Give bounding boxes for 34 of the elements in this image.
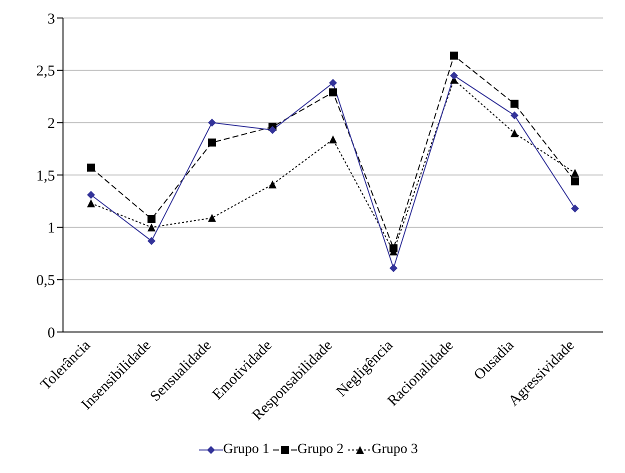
point bbox=[268, 180, 276, 188]
legend-label: Grupo 2 bbox=[296, 442, 344, 458]
point bbox=[571, 177, 579, 186]
point bbox=[329, 88, 337, 96]
point bbox=[268, 126, 276, 134]
point bbox=[450, 52, 458, 60]
point bbox=[148, 214, 156, 223]
point bbox=[208, 138, 216, 147]
point bbox=[510, 111, 518, 120]
y-tick-label: 0,5 bbox=[36, 272, 55, 289]
point bbox=[510, 129, 518, 138]
point bbox=[510, 100, 518, 108]
point bbox=[571, 168, 579, 177]
point bbox=[390, 244, 398, 252]
legend-label: Grupo 1 bbox=[222, 442, 270, 458]
legend-label: Grupo 3 bbox=[370, 442, 418, 458]
y-tick-label: 2,5 bbox=[36, 64, 55, 80]
point bbox=[208, 214, 216, 222]
point bbox=[208, 118, 216, 127]
point bbox=[148, 236, 156, 245]
point bbox=[87, 199, 95, 208]
y-tick-label: 3 bbox=[48, 11, 55, 28]
point bbox=[450, 72, 458, 80]
y-tick-label: 1,5 bbox=[36, 168, 55, 184]
y-tick-label: 1 bbox=[48, 220, 55, 237]
y-tick-label: 0 bbox=[48, 325, 55, 342]
point bbox=[148, 223, 156, 232]
point bbox=[329, 135, 337, 144]
y-tick-label: 2 bbox=[48, 116, 55, 132]
point bbox=[390, 264, 398, 272]
point bbox=[329, 78, 337, 87]
point bbox=[571, 204, 579, 212]
point bbox=[87, 190, 95, 199]
point bbox=[87, 164, 95, 172]
